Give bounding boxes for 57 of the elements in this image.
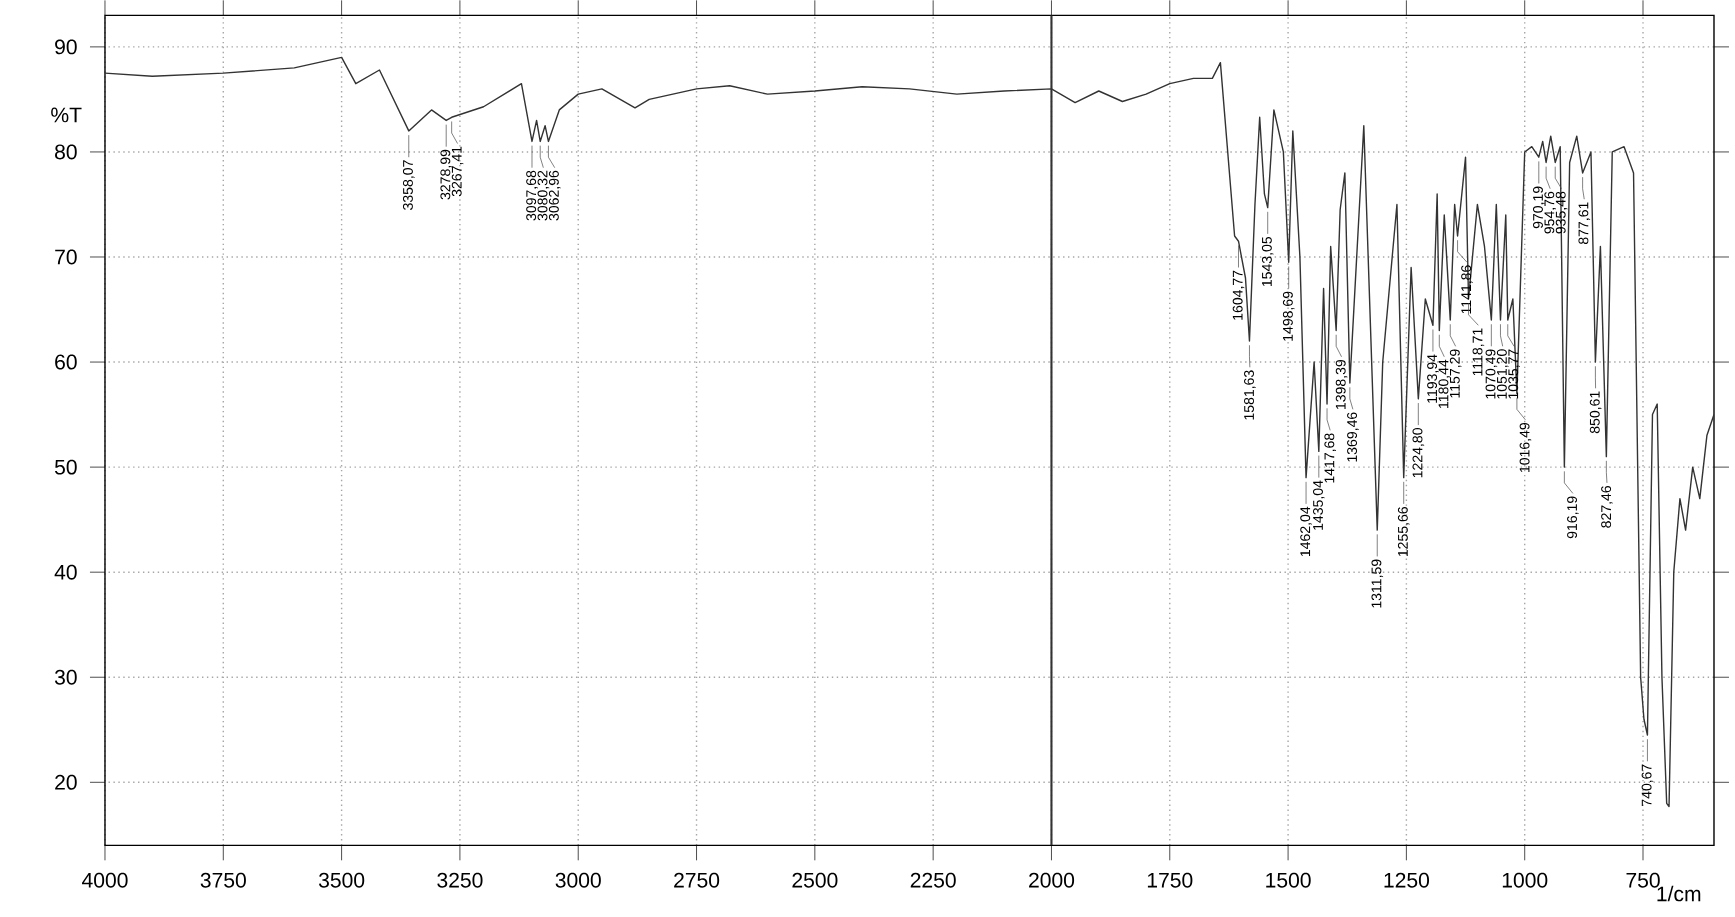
annotation: 1224,80 [1412, 427, 1425, 478]
y-tick-label: 60 [55, 354, 77, 370]
x-tick-label: 1750 [1147, 872, 1193, 888]
annotation: 3358,07 [402, 160, 415, 210]
annotation: 1070,49 [1485, 349, 1498, 399]
annotation: 1141,86 [1461, 265, 1473, 314]
annotation: 954,76 [1544, 191, 1556, 234]
annotation: 1398,39 [1335, 359, 1348, 409]
annotation: 1581,63 [1244, 370, 1256, 420]
x-tick-label: 3750 [200, 872, 246, 888]
annotation: 1604,77 [1232, 270, 1245, 320]
annotation: 3062,96 [548, 170, 561, 221]
x-tick-label: 1000 [1502, 872, 1548, 888]
annotation: 1462,04 [1300, 506, 1312, 556]
x-tick-label: 1250 [1384, 872, 1430, 888]
annotation: 935,48 [1555, 191, 1568, 234]
annotation: 3267,41 [451, 146, 464, 197]
annotation: 740,67 [1641, 764, 1654, 806]
y-tick-label: 40 [54, 564, 77, 580]
annotation: 1193,94 [1427, 354, 1439, 403]
x-tick-label: 3250 [437, 872, 483, 888]
annotation: 916,19 [1567, 496, 1579, 539]
annotation: 1180,44 [1438, 359, 1451, 408]
x-tick-label: 2000 [1029, 872, 1075, 888]
x-tick-label: 1500 [1266, 872, 1311, 888]
x-tick-label: 3000 [555, 872, 601, 888]
x-tick-label: 2750 [674, 872, 720, 888]
annotation: 1157,29 [1449, 349, 1462, 398]
annotation: 1118,71 [1472, 328, 1485, 376]
annotation: 1016,49 [1519, 422, 1532, 472]
annotation: 3097,68 [526, 170, 538, 221]
annotation: 1311,59 [1371, 559, 1384, 608]
annotation: 850,61 [1589, 391, 1602, 434]
y-tick-label: 70 [55, 249, 77, 265]
annotation: 877,61 [1578, 202, 1591, 244]
annotation: 1369,46 [1347, 412, 1359, 462]
annotation: 1255,66 [1397, 506, 1410, 556]
x-tick-label: 2250 [910, 872, 956, 888]
y-axis-title: %T [51, 107, 82, 123]
y-tick-label: 50 [54, 459, 77, 475]
y-tick-label: 90 [55, 39, 77, 55]
annotation: 1051,20 [1496, 349, 1509, 399]
annotation: 827,46 [1601, 485, 1613, 528]
y-tick-label: 80 [55, 144, 77, 160]
annotation: 3080,32 [537, 170, 550, 221]
annotation: 1498,69 [1282, 291, 1295, 341]
annotation: 3278,99 [440, 149, 453, 200]
y-tick-label: 30 [54, 669, 77, 685]
x-tick-label: 2500 [792, 872, 838, 888]
x-tick-label: 3500 [318, 872, 365, 888]
annotation: 1035,77 [1508, 349, 1520, 399]
annotation: 1417,68 [1324, 433, 1337, 483]
annotation: 1543,05 [1261, 236, 1274, 286]
annotation: 1435,04 [1313, 480, 1325, 530]
x-tick-label: 4000 [82, 872, 128, 888]
y-tick-label: 20 [55, 774, 77, 790]
annotation: 970,19 [1533, 186, 1545, 229]
